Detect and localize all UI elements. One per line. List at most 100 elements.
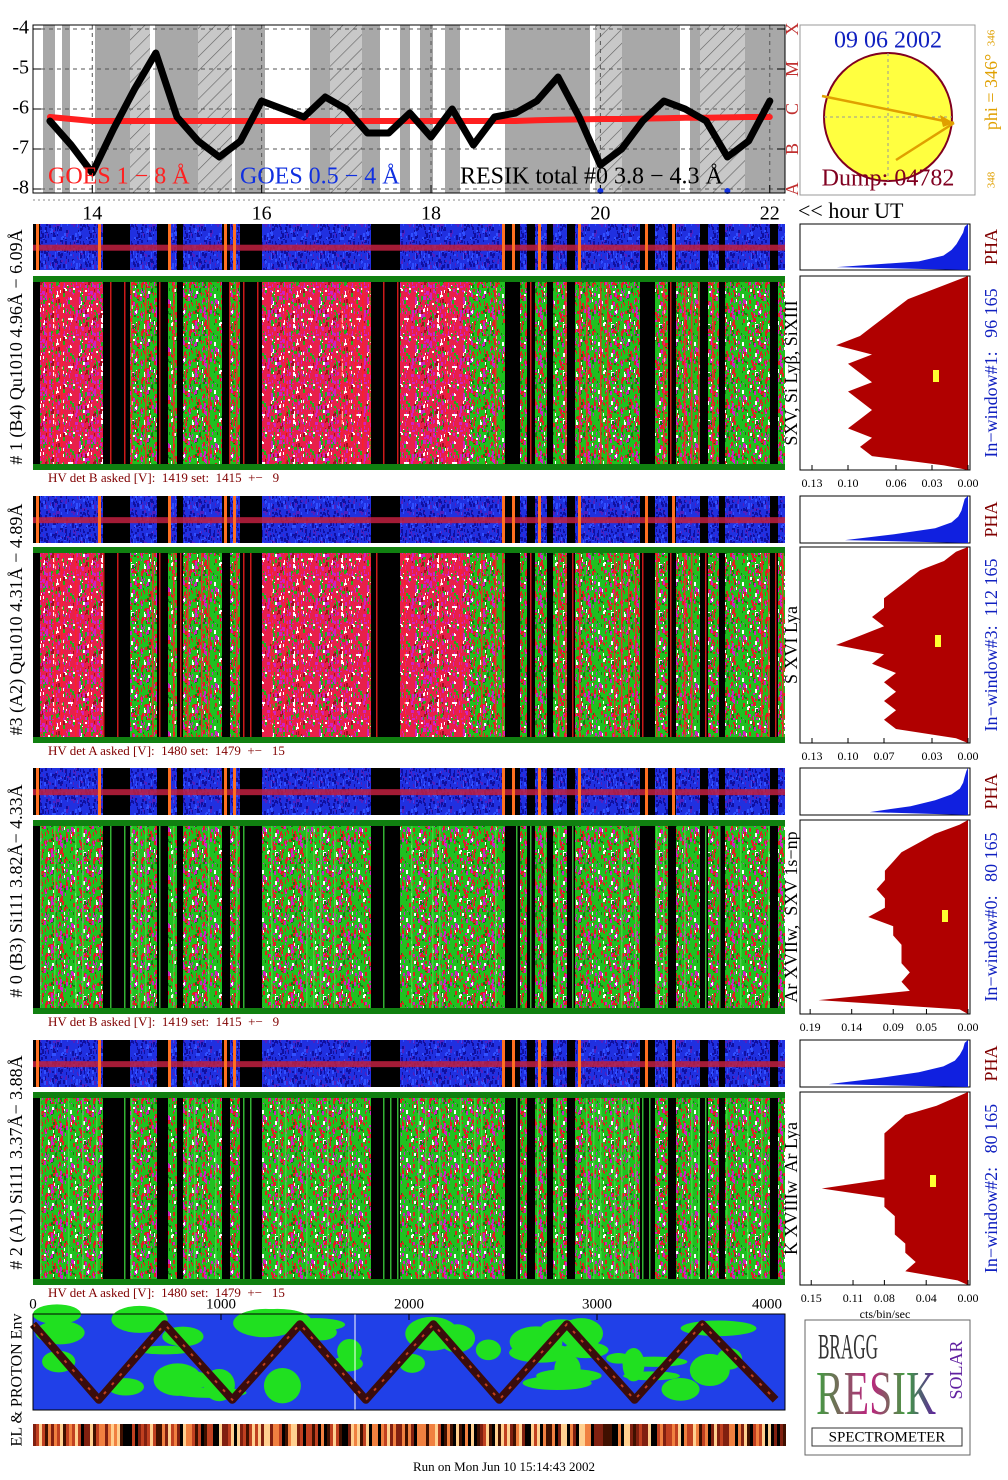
spectral-line	[201, 547, 203, 743]
gray-band	[400, 25, 410, 193]
heat-cell	[501, 1424, 504, 1446]
heat-cell	[696, 1424, 699, 1446]
heat-cell	[294, 1424, 297, 1446]
heat-cell	[489, 1424, 492, 1446]
strip-flare	[36, 768, 39, 815]
spectral-line	[656, 547, 658, 743]
spectral-line	[362, 276, 364, 470]
hv-status: HV det B asked [V]: 1419 set: 1415 +− 9	[48, 1014, 279, 1029]
hv-status: HV det B asked [V]: 1419 set: 1415 +− 9	[48, 470, 279, 485]
spectral-line	[138, 820, 140, 1014]
spectral-line	[110, 820, 112, 1014]
heat-cell	[660, 1424, 663, 1446]
spectrogram-cell	[168, 820, 177, 1014]
x-tick-label: 0.14	[841, 1020, 862, 1034]
x-tick-label: 2000	[394, 1296, 424, 1312]
spectral-line	[649, 1092, 651, 1285]
heat-cell	[765, 1424, 768, 1446]
strip-flare	[168, 224, 171, 270]
heat-cell	[651, 1424, 654, 1446]
x-tick-label: 0.00	[958, 1020, 979, 1034]
spectral-line	[75, 820, 77, 1014]
heat-cell	[747, 1424, 750, 1446]
spectral-line	[194, 1092, 196, 1285]
spectral-line	[481, 547, 483, 743]
spectral-line	[621, 1092, 623, 1285]
spectrogram-cell	[240, 820, 262, 1014]
spectral-line	[383, 276, 385, 470]
spectrogram-cell	[40, 1092, 103, 1285]
spectrogram-cell	[230, 547, 240, 743]
spectrogram-cell	[547, 1092, 553, 1285]
spectral-line	[208, 547, 210, 743]
heat-cell	[738, 1424, 741, 1446]
heat-cell	[72, 1424, 75, 1446]
spectrogram-cell	[778, 547, 785, 743]
heat-cell	[180, 1424, 183, 1446]
spectral-line	[243, 820, 245, 1014]
heat-cell	[45, 1424, 48, 1446]
spectrogram-cell	[700, 547, 708, 743]
spectral-line	[355, 276, 357, 470]
y2-tick-label: C	[782, 103, 802, 115]
heat-cell	[663, 1424, 666, 1446]
spectral-line	[145, 820, 147, 1014]
strip-flare	[538, 224, 541, 270]
heat-cell	[657, 1424, 660, 1446]
spectral-line	[593, 1092, 595, 1285]
heat-cell	[33, 1424, 36, 1446]
spectrogram-cell	[262, 276, 371, 470]
heat-cell	[198, 1424, 201, 1446]
heat-cell	[306, 1424, 309, 1446]
x-tick-label: 16	[252, 203, 272, 225]
x-tick-label: 0.19	[800, 1020, 821, 1034]
heat-cell	[558, 1424, 561, 1446]
spectral-line	[481, 1092, 483, 1285]
heat-cell	[192, 1424, 195, 1446]
spectrogram-cell	[708, 1092, 719, 1285]
heat-cell	[288, 1424, 291, 1446]
spectrogram-cell	[640, 276, 655, 470]
spectral-line	[719, 820, 721, 1014]
spectrogram-cell	[40, 820, 103, 1014]
spectrogram-cell	[770, 820, 778, 1014]
spectrogram-cell	[640, 1092, 655, 1285]
spectral-line	[572, 820, 574, 1014]
spectral-line	[586, 1092, 588, 1285]
logo-band	[811, 1427, 963, 1447]
spectrogram-cell	[719, 820, 725, 1014]
spectrogram-cell	[778, 1092, 785, 1285]
strip-flare	[224, 1040, 227, 1087]
heat-cell	[195, 1424, 198, 1446]
heat-cell	[315, 1424, 318, 1446]
spectral-line	[768, 547, 770, 743]
pointing-line	[895, 121, 955, 162]
heat-cell	[150, 1424, 153, 1446]
heat-cell	[465, 1424, 468, 1446]
heat-cell	[39, 1424, 42, 1446]
heat-cell	[75, 1424, 78, 1446]
strip-flare	[672, 224, 675, 270]
heat-cell	[177, 1424, 180, 1446]
heat-cell	[258, 1424, 261, 1446]
heat-cell	[48, 1424, 51, 1446]
spectrogram-cell	[470, 1092, 505, 1285]
spectral-line	[250, 1092, 252, 1285]
x-tick-label: 0.03	[922, 476, 943, 490]
spectral-line	[117, 547, 119, 743]
spectrogram-cell	[33, 547, 40, 743]
spectral-line	[54, 820, 56, 1014]
spectral-line	[327, 1092, 329, 1285]
spectrogram-cell	[505, 276, 520, 470]
spectrogram-cell	[130, 1092, 157, 1285]
heat-cell	[69, 1424, 72, 1446]
pha-area	[869, 768, 968, 815]
heat-cell	[591, 1424, 594, 1446]
spectral-line	[635, 547, 637, 743]
strip-flare	[538, 496, 541, 543]
heat-cell	[237, 1424, 240, 1446]
strip-flare	[538, 1040, 541, 1087]
phi-small: 348	[986, 171, 998, 188]
spectrogram-cell	[130, 820, 157, 1014]
spectral-line	[726, 1092, 728, 1285]
